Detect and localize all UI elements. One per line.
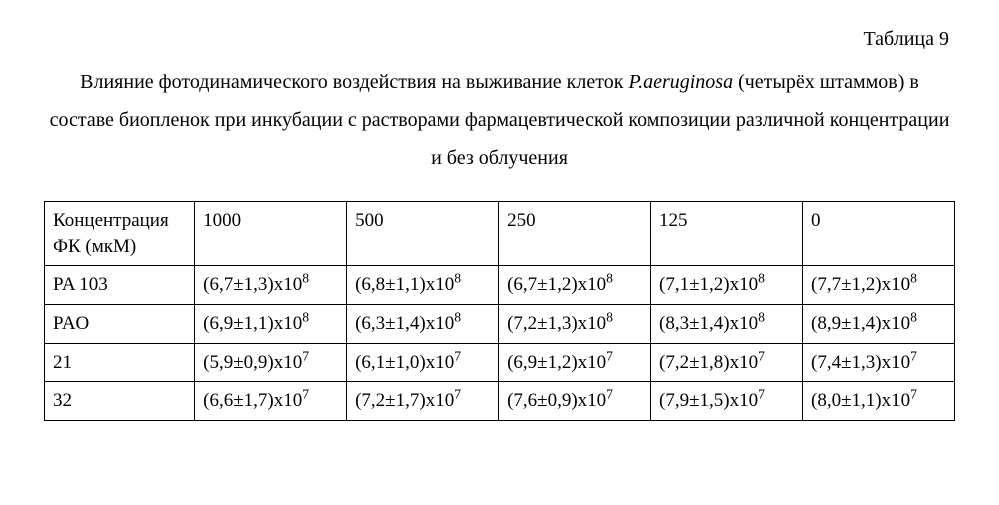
value-cell: (7,6±0,9)x107 [499,382,651,421]
table-row: PA 103 (6,7±1,3)x108 (6,8±1,1)x108 (6,7±… [45,266,955,305]
header-label-line2: ФК (мкМ) [53,236,136,257]
value-exp: 7 [910,387,917,402]
value-cell: (6,8±1,1)x108 [347,266,499,305]
caption-before: Влияние фотодинамического воздействия на… [80,71,628,93]
value-base: (6,7±1,3)x10 [203,274,302,295]
value-exp: 8 [606,271,613,286]
header-label-line1: Концентрация [53,210,169,231]
caption-italic-species: P.aeruginosa [628,71,733,93]
value-base: (8,0±1,1)x10 [811,390,910,411]
value-cell: (7,4±1,3)x107 [803,343,955,382]
strain-cell: 21 [45,343,195,382]
value-cell: (8,3±1,4)x108 [651,304,803,343]
value-base: (6,6±1,7)x10 [203,390,302,411]
value-base: (6,7±1,2)x10 [507,274,606,295]
value-base: (8,9±1,4)x10 [811,313,910,334]
value-cell: (6,9±1,2)x107 [499,343,651,382]
value-exp: 7 [910,348,917,363]
strain-cell: 32 [45,382,195,421]
value-exp: 7 [758,348,765,363]
value-exp: 8 [454,271,461,286]
value-cell: (7,2±1,8)x107 [651,343,803,382]
value-base: (7,6±0,9)x10 [507,390,606,411]
table-header-row: Концентрация ФК (мкМ) 1000 500 250 125 0 [45,202,955,266]
value-exp: 8 [454,310,461,325]
value-cell: (8,0±1,1)x107 [803,382,955,421]
value-base: (6,3±1,4)x10 [355,313,454,334]
value-cell: (8,9±1,4)x108 [803,304,955,343]
value-base: (8,3±1,4)x10 [659,313,758,334]
table-caption: Влияние фотодинамического воздействия на… [50,63,950,177]
value-exp: 7 [302,387,309,402]
value-exp: 8 [302,271,309,286]
value-exp: 8 [758,310,765,325]
value-base: (6,9±1,2)x10 [507,352,606,373]
value-base: (7,2±1,7)x10 [355,390,454,411]
value-cell: (6,7±1,3)x108 [195,266,347,305]
value-base: (6,9±1,1)x10 [203,313,302,334]
value-cell: (7,1±1,2)x108 [651,266,803,305]
header-conc-0: 1000 [195,202,347,266]
value-cell: (6,6±1,7)x107 [195,382,347,421]
value-exp: 7 [758,387,765,402]
value-exp: 7 [606,387,613,402]
header-label-cell: Концентрация ФК (мкМ) [45,202,195,266]
value-base: (7,2±1,3)x10 [507,313,606,334]
value-exp: 8 [910,310,917,325]
value-cell: (5,9±0,9)x107 [195,343,347,382]
value-exp: 8 [910,271,917,286]
value-base: (7,1±1,2)x10 [659,274,758,295]
value-cell: (6,3±1,4)x108 [347,304,499,343]
value-cell: (7,7±1,2)x108 [803,266,955,305]
value-exp: 7 [606,348,613,363]
value-base: (5,9±0,9)x10 [203,352,302,373]
value-cell: (7,2±1,3)x108 [499,304,651,343]
value-base: (7,9±1,5)x10 [659,390,758,411]
header-conc-4: 0 [803,202,955,266]
header-conc-2: 250 [499,202,651,266]
table-row: 32 (6,6±1,7)x107 (7,2±1,7)x107 (7,6±0,9)… [45,382,955,421]
value-base: (6,8±1,1)x10 [355,274,454,295]
value-cell: (7,2±1,7)x107 [347,382,499,421]
value-exp: 7 [454,387,461,402]
value-cell: (7,9±1,5)x107 [651,382,803,421]
value-base: (7,2±1,8)x10 [659,352,758,373]
value-exp: 8 [758,271,765,286]
header-conc-1: 500 [347,202,499,266]
value-cell: (6,9±1,1)x108 [195,304,347,343]
value-base: (7,7±1,2)x10 [811,274,910,295]
table-row: PAO (6,9±1,1)x108 (6,3±1,4)x108 (7,2±1,3… [45,304,955,343]
value-cell: (6,7±1,2)x108 [499,266,651,305]
table-row: 21 (5,9±0,9)x107 (6,1±1,0)x107 (6,9±1,2)… [45,343,955,382]
strain-cell: PAO [45,304,195,343]
value-exp: 7 [302,348,309,363]
value-exp: 7 [454,348,461,363]
value-exp: 8 [302,310,309,325]
header-conc-3: 125 [651,202,803,266]
value-base: (6,1±1,0)x10 [355,352,454,373]
value-cell: (6,1±1,0)x107 [347,343,499,382]
table-number-label: Таблица 9 [44,28,949,51]
value-base: (7,4±1,3)x10 [811,352,910,373]
data-table: Концентрация ФК (мкМ) 1000 500 250 125 0… [44,201,955,421]
strain-cell: PA 103 [45,266,195,305]
value-exp: 8 [606,310,613,325]
